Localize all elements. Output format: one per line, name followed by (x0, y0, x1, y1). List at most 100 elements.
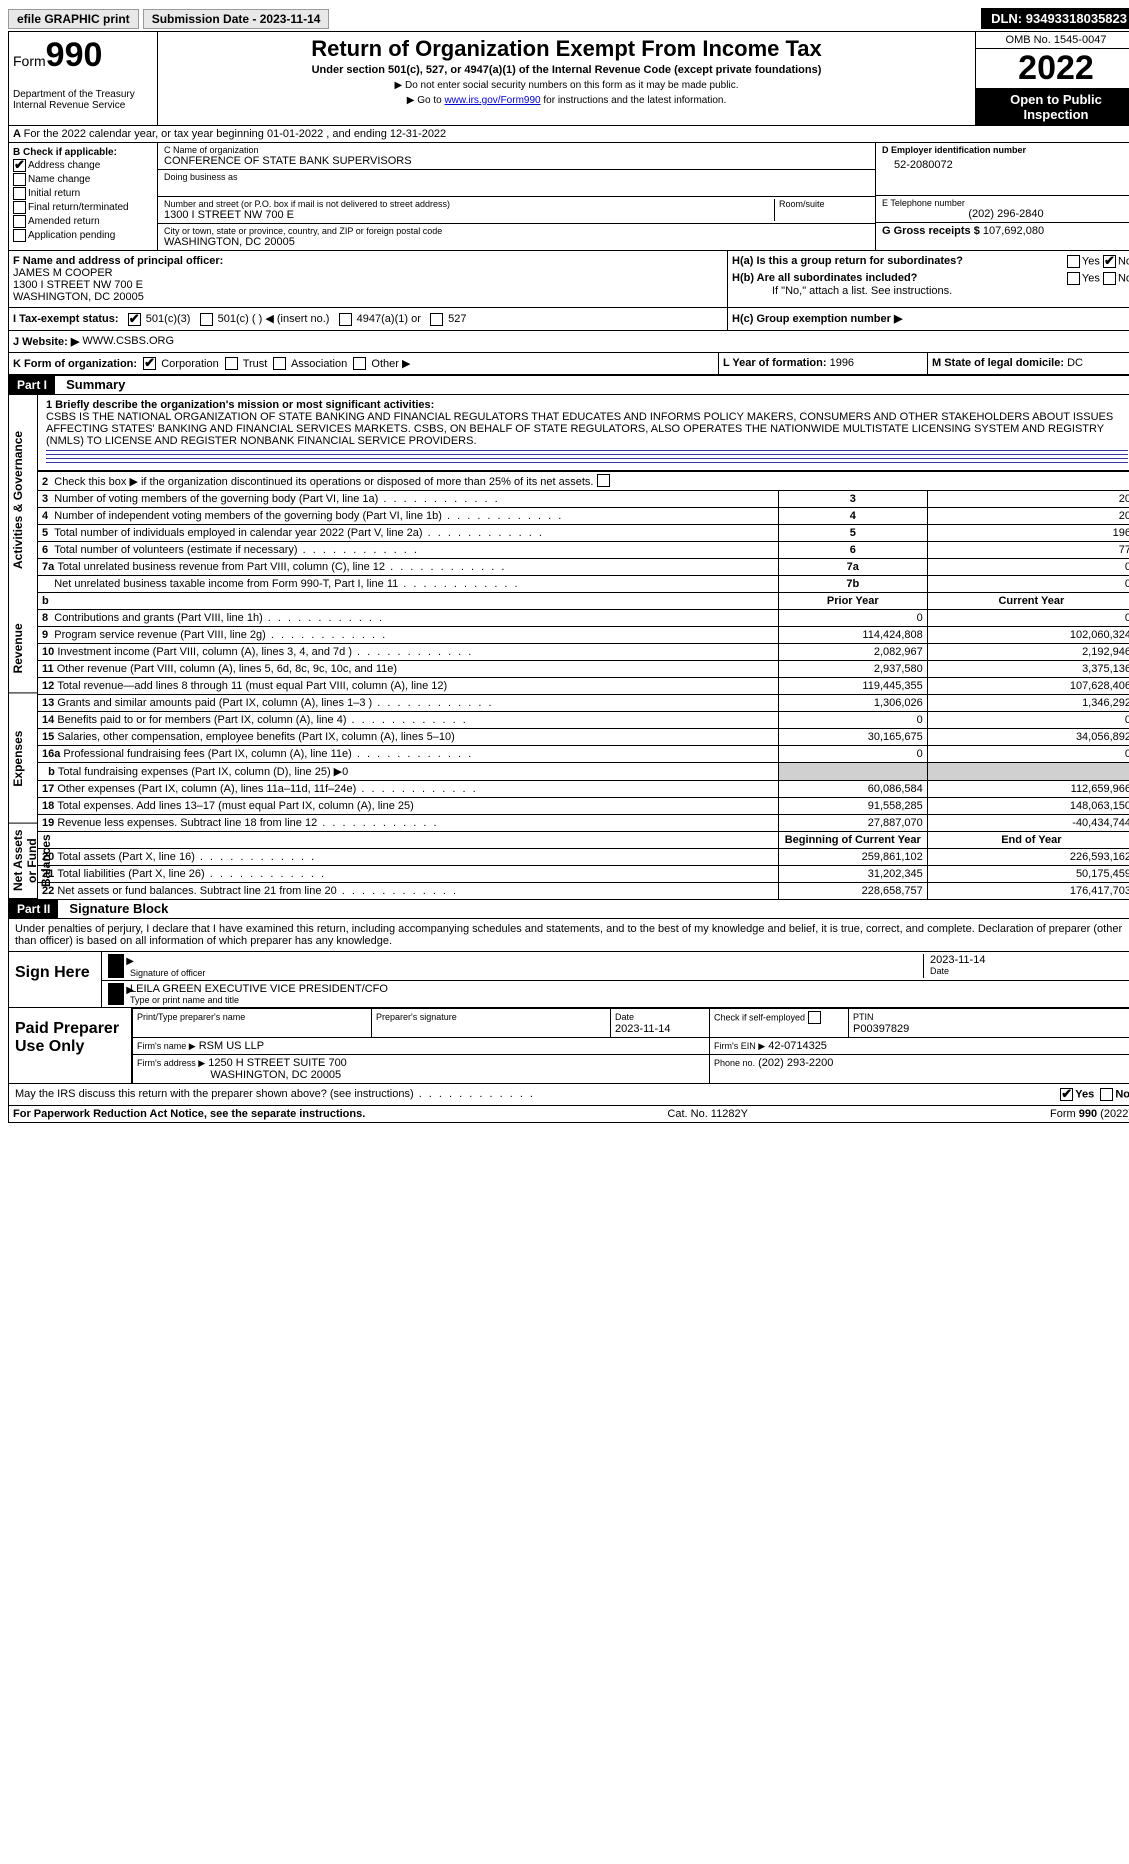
line-5: 5 Total number of individuals employed i… (38, 525, 1129, 542)
line-15: 15 Salaries, other compensation, employe… (38, 729, 1129, 746)
ein-cell: D Employer identification number 52-2080… (876, 143, 1129, 196)
check-final-return (13, 201, 26, 214)
penalties-text: Under penalties of perjury, I declare th… (9, 919, 1129, 951)
officer-sign-name: LEILA GREEN EXECUTIVE VICE PRESIDENT/CFO (130, 983, 1129, 995)
ptin: P00397829 (853, 1023, 909, 1035)
line-4: 4 Number of independent voting members o… (38, 508, 1129, 525)
check-501c (200, 313, 213, 326)
check-self-employed (808, 1011, 821, 1024)
line-12: 12 Total revenue—add lines 8 through 11 … (38, 678, 1129, 695)
city-state-zip: WASHINGTON, DC 20005 (164, 236, 869, 248)
section-h: H(a) Is this a group return for subordin… (728, 251, 1129, 307)
page-footer: For Paperwork Reduction Act Notice, see … (9, 1105, 1129, 1122)
dept-label: Department of the Treasury (13, 89, 153, 100)
mission-text: CSBS IS THE NATIONAL ORGANIZATION OF STA… (46, 411, 1128, 447)
line-6: 6 Total number of volunteers (estimate i… (38, 542, 1129, 559)
arrow-icon (108, 983, 124, 1005)
mission-block: 1 Briefly describe the organization's mi… (38, 395, 1129, 471)
top-bar: efile GRAPHIC print Submission Date - 20… (8, 8, 1129, 29)
entity-info: B Check if applicable: Address change Na… (9, 143, 1129, 251)
dln: DLN: 93493318035823 (981, 8, 1129, 29)
line-14: 14 Benefits paid to or for members (Part… (38, 712, 1129, 729)
officer-name: JAMES M COOPER (13, 267, 723, 279)
gross-receipts-cell: G Gross receipts $ 107,692,080 (876, 223, 1129, 239)
vert-na: Net Assets or Fund Balances (9, 823, 37, 899)
form-number: Form990 (13, 36, 153, 75)
irs-label: Internal Revenue Service (13, 100, 153, 111)
form-990-page: Form990 Department of the Treasury Inter… (8, 31, 1129, 1123)
line-3: 3 Number of voting members of the govern… (38, 491, 1129, 508)
line-a: A For the 2022 calendar year, or tax yea… (9, 126, 1129, 143)
col-headers-2: Beginning of Current YearEnd of Year (38, 832, 1129, 849)
check-501c3 (128, 313, 141, 326)
line-21: 21 Total liabilities (Part X, line 26)31… (38, 866, 1129, 883)
open-public: Open to Public Inspection (976, 89, 1129, 125)
website-row: J Website: ▶ WWW.CSBS.ORG (9, 331, 1129, 353)
hc-cell: H(c) Group exemption number ▶ (727, 308, 1129, 330)
line-11: 11 Other revenue (Part VIII, column (A),… (38, 661, 1129, 678)
line-7b: Net unrelated business taxable income fr… (38, 576, 1129, 593)
check-address-change (13, 159, 26, 172)
check-527 (430, 313, 443, 326)
check-name-change (13, 173, 26, 186)
line-2: 2 Check this box ▶ if the organization d… (38, 472, 1129, 491)
city-cell: City or town, state or province, country… (158, 224, 875, 250)
ein: 52-2080072 (882, 155, 1129, 171)
gross-receipts: 107,692,080 (983, 225, 1044, 237)
officer-cell: F Name and address of principal officer:… (9, 251, 728, 307)
firm-ein: 42-0714325 (768, 1040, 827, 1052)
form-subtitle: Under section 501(c), 527, or 4947(a)(1)… (162, 64, 971, 76)
efile-label: efile GRAPHIC print (8, 9, 139, 29)
check-trust (225, 357, 238, 370)
part-1-header: Part I Summary (9, 375, 1129, 395)
ha-no (1103, 255, 1116, 268)
dba-cell: Doing business as (158, 170, 875, 197)
year-formation: L Year of formation: 1996 (718, 353, 927, 375)
omb-number: OMB No. 1545-0047 (976, 32, 1129, 49)
line-18: 18 Total expenses. Add lines 13–17 (must… (38, 798, 1129, 815)
line-13: 13 Grants and similar amounts paid (Part… (38, 695, 1129, 712)
tax-year: 2022 (976, 49, 1129, 89)
line-9: 9 Program service revenue (Part VIII, li… (38, 627, 1129, 644)
org-name: CONFERENCE OF STATE BANK SUPERVISORS (164, 155, 869, 167)
check-corp (143, 357, 156, 370)
hb-no (1103, 272, 1116, 285)
line-22: 22 Net assets or fund balances. Subtract… (38, 883, 1129, 900)
form-note-1: ▶ Do not enter social security numbers o… (162, 80, 971, 91)
tax-exempt-status: I Tax-exempt status: 501(c)(3) 501(c) ( … (9, 308, 727, 330)
line-20: 20 Total assets (Part X, line 16)259,861… (38, 849, 1129, 866)
line-7a: 7a Total unrelated business revenue from… (38, 559, 1129, 576)
hb-yes (1067, 272, 1080, 285)
street-address: 1300 I STREET NW 700 E (164, 209, 774, 221)
ha-yes (1067, 255, 1080, 268)
check-4947 (339, 313, 352, 326)
form-header: Form990 Department of the Treasury Inter… (9, 32, 1129, 126)
line-16a: 16a Professional fundraising fees (Part … (38, 746, 1129, 763)
firm-name: RSM US LLP (199, 1040, 264, 1052)
paid-preparer-block: Paid Preparer Use Only Print/Type prepar… (9, 1007, 1129, 1084)
summary-table: 2 Check this box ▶ if the organization d… (38, 471, 1129, 899)
vert-exp: Expenses (9, 694, 37, 824)
address-cell: Number and street (or P.O. box if mail i… (158, 197, 875, 224)
line-19: 19 Revenue less expenses. Subtract line … (38, 815, 1129, 832)
discuss-no (1100, 1088, 1113, 1101)
check-initial-return (13, 187, 26, 200)
irs-link[interactable]: www.irs.gov/Form990 (444, 95, 540, 106)
state-domicile: M State of legal domicile: DC (927, 353, 1129, 375)
check-app-pending (13, 229, 26, 242)
part-2-header: Part II Signature Block (9, 899, 1129, 919)
check-assoc (273, 357, 286, 370)
section-b: B Check if applicable: Address change Na… (9, 143, 158, 250)
form-of-org: K Form of organization: Corporation Trus… (9, 353, 718, 375)
sign-date: 2023-11-14 (930, 954, 1129, 966)
line-10: 10 Investment income (Part VIII, column … (38, 644, 1129, 661)
may-irs-discuss: May the IRS discuss this return with the… (9, 1084, 1129, 1105)
line-8: 8 Contributions and grants (Part VIII, l… (38, 610, 1129, 627)
website: WWW.CSBS.ORG (82, 335, 174, 348)
form-note-2: ▶ Go to www.irs.gov/Form990 for instruct… (162, 95, 971, 106)
vert-ag: Activities & Governance (9, 395, 37, 604)
phone: (202) 296-2840 (882, 208, 1129, 220)
discuss-yes (1060, 1088, 1073, 1101)
org-name-cell: C Name of organization CONFERENCE OF STA… (158, 143, 875, 170)
submission-date: Submission Date - 2023-11-14 (143, 9, 330, 29)
